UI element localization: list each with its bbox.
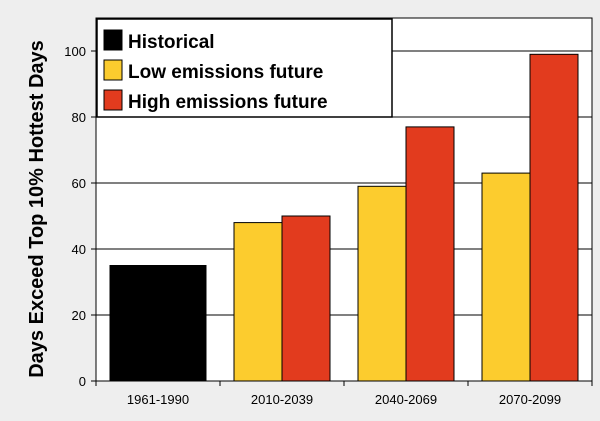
x-tick-label: 2010-2039: [251, 392, 313, 407]
y-axis-ticks: 0 20 40 60 80 100: [64, 44, 96, 389]
y-tick-label: 100: [64, 44, 86, 59]
bar: [529, 53, 579, 382]
bar: [233, 222, 283, 382]
x-tick-label: 2040-2069: [375, 392, 437, 407]
x-tick-label: 2070-2099: [499, 392, 561, 407]
legend-swatch-low-emissions: [103, 59, 123, 81]
legend-box: [96, 18, 393, 118]
legend-label-historical: Historical: [128, 32, 215, 53]
bar: [481, 172, 531, 382]
y-axis-label: Days Exceed Top 10% Hottest Days: [26, 40, 48, 378]
legend-swatch-historical: [103, 29, 123, 51]
legend-label-low-emissions: Low emissions future: [128, 62, 323, 83]
legend-label-high-emissions: High emissions future: [128, 92, 328, 113]
bar: [281, 215, 331, 382]
y-tick-label: 80: [72, 110, 86, 125]
y-tick-label: 40: [72, 242, 86, 257]
bar: [405, 126, 455, 382]
x-axis-ticks: 1961-1990 2010-2039 2040-2069 2070-2099: [95, 381, 593, 407]
x-tick-label: 1961-1990: [127, 392, 189, 407]
bar: [357, 185, 407, 382]
y-tick-label: 0: [79, 374, 86, 389]
legend-swatch-high-emissions: [103, 89, 123, 111]
y-tick-label: 60: [72, 176, 86, 191]
legend: Historical Low emissions future High emi…: [96, 18, 393, 118]
y-tick-label: 20: [72, 308, 86, 323]
bars: [109, 53, 579, 382]
bar: [109, 265, 207, 382]
